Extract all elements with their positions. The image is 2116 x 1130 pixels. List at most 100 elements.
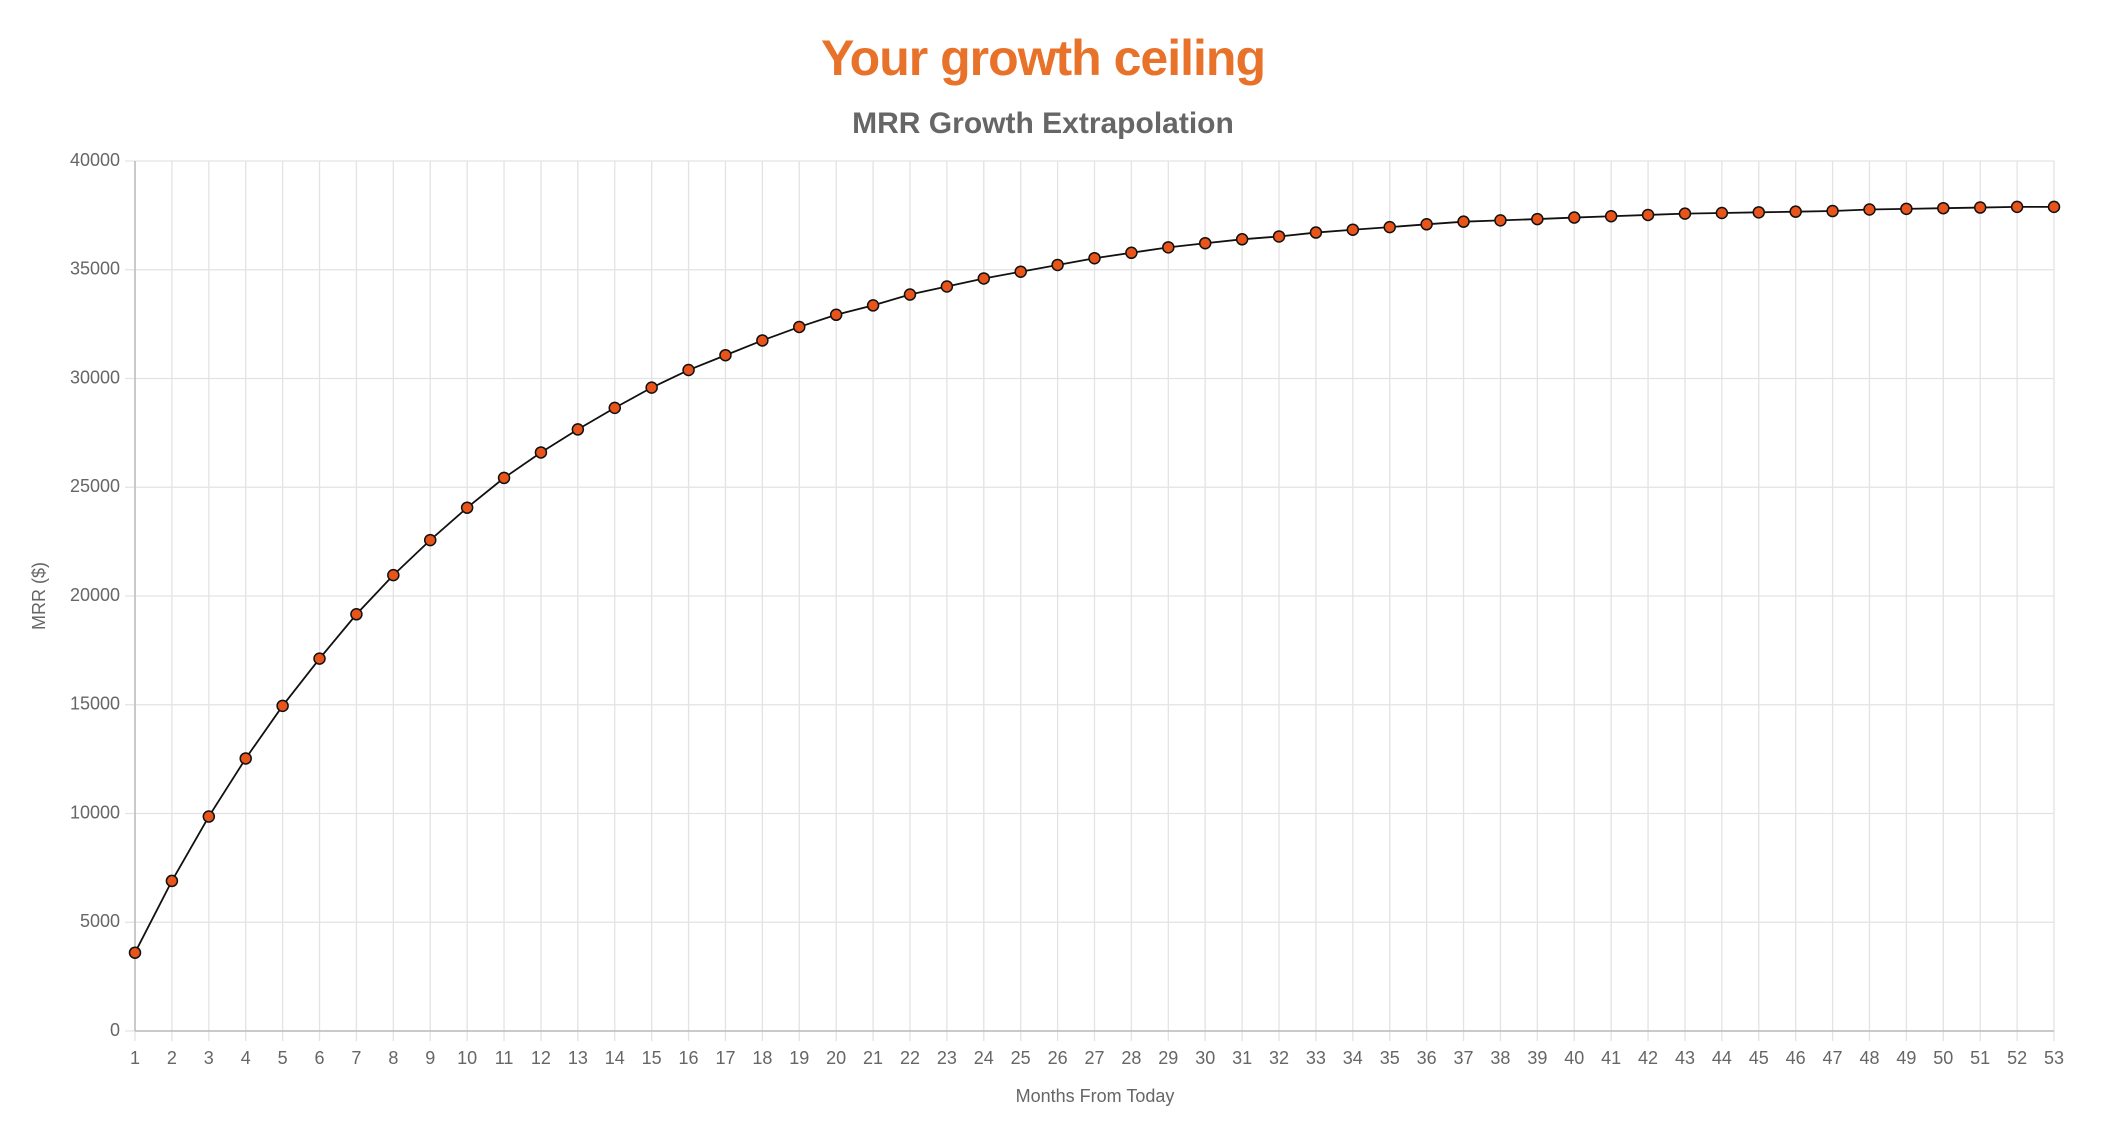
x-tick-label: 9 bbox=[425, 1048, 435, 1068]
data-point bbox=[1531, 212, 1544, 226]
y-tick-label: 40000 bbox=[70, 150, 120, 170]
data-point bbox=[313, 652, 326, 665]
data-point bbox=[940, 280, 954, 293]
x-tick-label: 40 bbox=[1564, 1048, 1584, 1068]
y-tick-label: 10000 bbox=[70, 802, 120, 822]
data-point bbox=[1457, 215, 1470, 228]
data-point bbox=[534, 446, 548, 459]
x-tick-label: 33 bbox=[1306, 1048, 1326, 1068]
x-tick-label: 20 bbox=[826, 1048, 846, 1068]
x-tick-label: 37 bbox=[1454, 1048, 1474, 1068]
x-tick-label: 5 bbox=[278, 1048, 288, 1068]
x-tick-label: 51 bbox=[1970, 1048, 1990, 1068]
data-point bbox=[128, 946, 142, 959]
data-point bbox=[829, 308, 843, 322]
data-point bbox=[1420, 218, 1433, 231]
x-tick-label: 31 bbox=[1232, 1048, 1252, 1068]
data-point bbox=[460, 501, 474, 514]
data-point bbox=[2047, 200, 2061, 214]
y-tick-label: 20000 bbox=[70, 585, 120, 605]
data-point bbox=[756, 334, 769, 347]
x-tick-label: 16 bbox=[679, 1048, 699, 1068]
x-tick-label: 24 bbox=[974, 1048, 994, 1068]
x-tick-label: 12 bbox=[531, 1048, 551, 1068]
data-point bbox=[719, 348, 732, 362]
y-tick-label: 5000 bbox=[80, 911, 120, 931]
data-point bbox=[1162, 241, 1175, 254]
data-point bbox=[1937, 201, 1950, 215]
data-point bbox=[1383, 220, 1396, 234]
x-tick-label: 22 bbox=[900, 1048, 920, 1068]
x-tick-label: 11 bbox=[495, 1048, 514, 1068]
data-point bbox=[1641, 208, 1655, 222]
data-point bbox=[1752, 206, 1766, 219]
data-point bbox=[866, 299, 880, 312]
x-tick-label: 17 bbox=[715, 1048, 735, 1068]
data-point bbox=[1678, 207, 1692, 220]
data-point bbox=[645, 381, 658, 394]
x-tick-label: 29 bbox=[1158, 1048, 1178, 1068]
x-tick-label: 18 bbox=[752, 1048, 772, 1068]
x-tick-label: 53 bbox=[2044, 1048, 2064, 1068]
x-tick-label: 52 bbox=[2007, 1048, 2027, 1068]
data-point bbox=[1014, 265, 1027, 278]
data-point bbox=[387, 568, 400, 582]
data-point bbox=[682, 363, 695, 377]
chart-subtitle: MRR Growth Extrapolation bbox=[852, 107, 1234, 140]
data-point bbox=[1789, 205, 1802, 218]
data-point bbox=[1198, 236, 1212, 250]
x-tick-label: 45 bbox=[1749, 1048, 1769, 1068]
x-tick-label: 10 bbox=[457, 1048, 477, 1068]
x-tick-label: 38 bbox=[1490, 1048, 1510, 1068]
data-point bbox=[1309, 226, 1323, 239]
x-tick-label: 32 bbox=[1269, 1048, 1289, 1068]
x-tick-label: 50 bbox=[1933, 1048, 1953, 1068]
data-point bbox=[1125, 246, 1138, 260]
data-point bbox=[903, 288, 917, 301]
x-tick-label: 23 bbox=[937, 1048, 957, 1068]
x-tick-label: 47 bbox=[1823, 1048, 1843, 1068]
data-point bbox=[793, 320, 806, 334]
x-axis-title: Months From Today bbox=[1016, 1086, 1175, 1106]
x-tick-label: 25 bbox=[1011, 1048, 1031, 1068]
data-point bbox=[497, 471, 511, 485]
data-point bbox=[1826, 204, 1839, 218]
x-tick-label: 26 bbox=[1048, 1048, 1068, 1068]
y-tick-label: 35000 bbox=[70, 259, 120, 279]
x-tick-label: 21 bbox=[863, 1048, 883, 1068]
x-tick-label: 4 bbox=[241, 1048, 251, 1068]
data-point bbox=[977, 272, 991, 285]
x-tick-label: 6 bbox=[315, 1048, 325, 1068]
data-point bbox=[1088, 251, 1101, 265]
x-tick-label: 15 bbox=[642, 1048, 662, 1068]
data-point bbox=[423, 533, 437, 547]
data-point bbox=[1863, 203, 1876, 216]
data-point bbox=[1235, 233, 1249, 246]
x-tick-label: 39 bbox=[1527, 1048, 1547, 1068]
x-tick-label: 27 bbox=[1084, 1048, 1104, 1068]
x-tick-label: 3 bbox=[204, 1048, 214, 1068]
x-tick-label: 19 bbox=[789, 1048, 809, 1068]
x-tick-label: 7 bbox=[351, 1048, 361, 1068]
data-point bbox=[276, 699, 289, 713]
y-axis-title: MRR ($) bbox=[29, 562, 49, 630]
x-tick-label: 1 bbox=[130, 1048, 140, 1068]
data-point bbox=[571, 423, 585, 436]
x-tick-label: 8 bbox=[388, 1048, 398, 1068]
data-point bbox=[239, 752, 252, 765]
chart-title: Your growth ceiling bbox=[821, 30, 1265, 86]
data-point bbox=[608, 401, 621, 415]
data-point bbox=[1272, 230, 1286, 243]
x-tick-label: 43 bbox=[1675, 1048, 1695, 1068]
x-tick-label: 2 bbox=[167, 1048, 177, 1068]
x-tick-label: 42 bbox=[1638, 1048, 1658, 1068]
data-point bbox=[1973, 201, 1987, 214]
x-tick-label: 49 bbox=[1896, 1048, 1916, 1068]
y-tick-label: 25000 bbox=[70, 476, 120, 496]
x-tick-label: 14 bbox=[605, 1048, 625, 1068]
data-point bbox=[1604, 209, 1618, 223]
x-tick-label: 30 bbox=[1195, 1048, 1215, 1068]
x-tick-label: 48 bbox=[1859, 1048, 1879, 1068]
